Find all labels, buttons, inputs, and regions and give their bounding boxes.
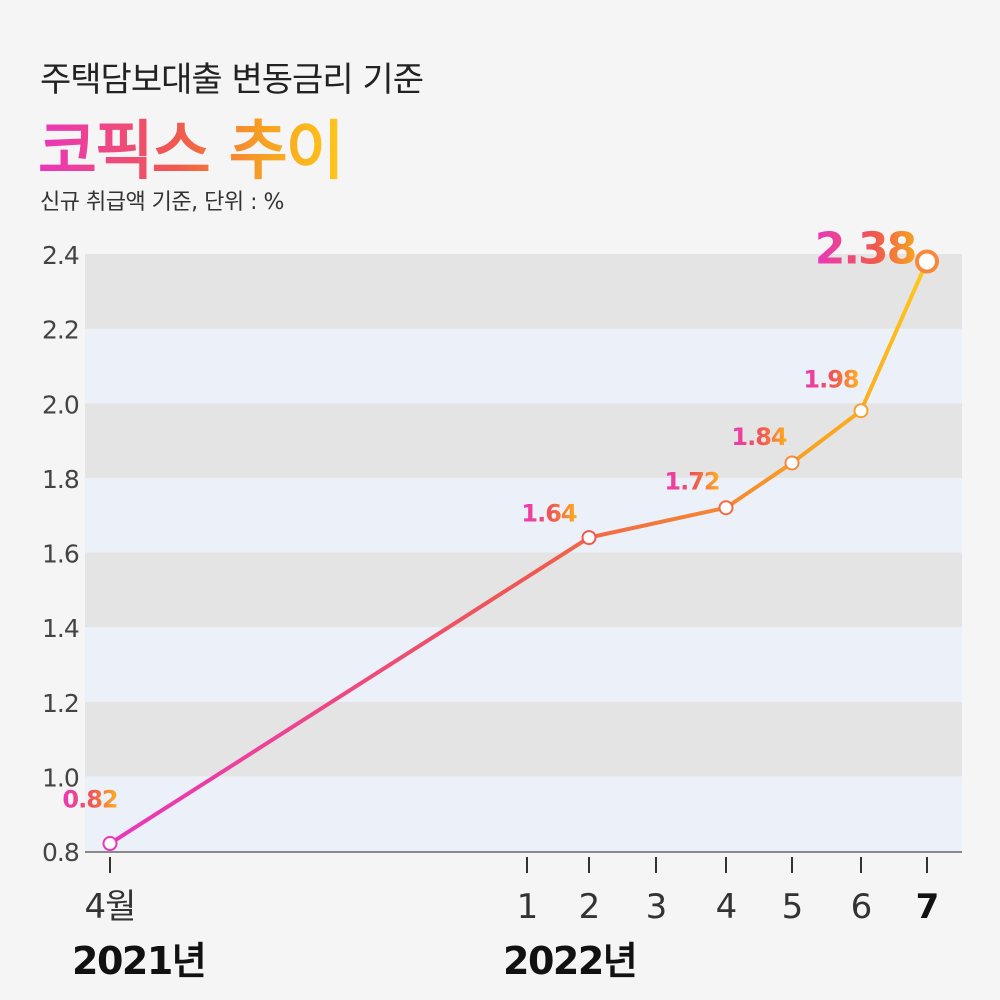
grid-band	[85, 552, 962, 628]
data-label: 2.38	[815, 223, 916, 274]
y-tick-label: 0.8	[42, 838, 79, 867]
x-tick-label: 4월	[85, 887, 136, 927]
data-point	[718, 500, 734, 516]
grid-band	[85, 477, 962, 553]
y-tick-label: 1.8	[42, 465, 79, 494]
x-tick-label: 4	[716, 887, 737, 927]
data-label: 1.84	[731, 423, 787, 451]
y-tick-label: 2.4	[42, 241, 79, 270]
data-point	[784, 455, 800, 471]
chart-supertitle: 주택담보대출 변동금리 기준	[40, 60, 424, 100]
grid-band	[85, 627, 962, 702]
x-tick-label: 3	[646, 887, 667, 927]
year-label-2021: 2021년	[72, 939, 207, 983]
data-point	[581, 530, 597, 546]
series-line	[108, 259, 929, 846]
y-tick-label: 1.2	[42, 689, 79, 718]
y-tick-label: 1.6	[42, 540, 79, 569]
x-tick-label: 2	[579, 887, 600, 927]
y-tick-label: 2.0	[42, 390, 79, 419]
data-label: 1.98	[803, 366, 859, 394]
data-label: 1.64	[521, 500, 577, 528]
y-tick-label: 2.2	[42, 316, 79, 345]
data-point	[853, 403, 869, 419]
x-tick-label: 6	[851, 887, 872, 927]
grid-band	[85, 403, 962, 478]
data-point	[915, 249, 939, 274]
data-label: 1.72	[664, 468, 719, 496]
year-label-2022: 2022년	[503, 939, 638, 983]
grid-band	[85, 328, 962, 404]
chart-title: 코픽스 추이	[38, 100, 345, 192]
x-tick-label: 5	[782, 887, 803, 927]
y-tick-label: 1.4	[42, 614, 79, 643]
data-label: 0.82	[62, 786, 117, 814]
y-tick-label: 1.0	[42, 763, 79, 792]
grid-band	[85, 701, 962, 777]
x-tick-label: 7	[916, 887, 939, 927]
grid-band	[85, 776, 962, 851]
x-tick-label: 1	[517, 887, 538, 927]
grid-band	[85, 254, 962, 329]
chart-subtitle: 신규 취급액 기준, 단위 : %	[40, 190, 284, 215]
data-point	[102, 836, 118, 852]
